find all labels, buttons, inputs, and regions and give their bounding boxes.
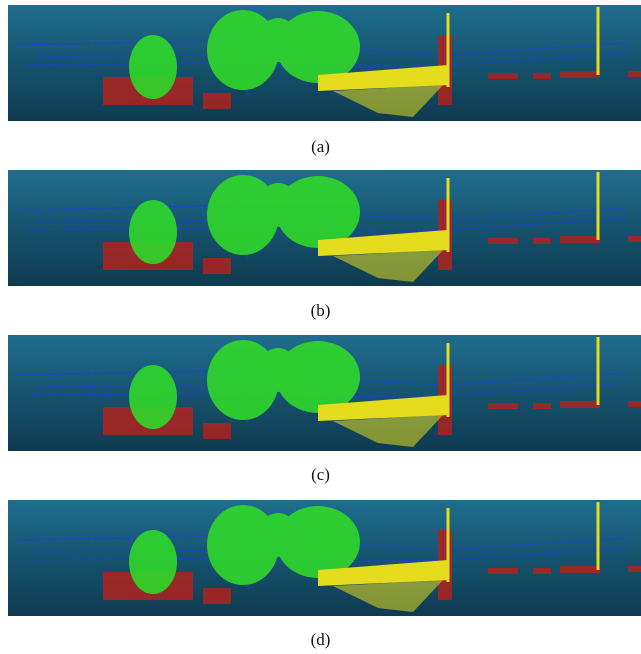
point-cloud-image [8,335,641,451]
point-cloud-image [8,170,641,286]
caption: (c) [311,465,330,484]
caption: (b) [310,301,331,320]
caption: (d) [310,630,331,649]
point-cloud-image [8,500,641,616]
point-cloud-image [8,5,641,121]
caption: (a) [311,137,330,156]
